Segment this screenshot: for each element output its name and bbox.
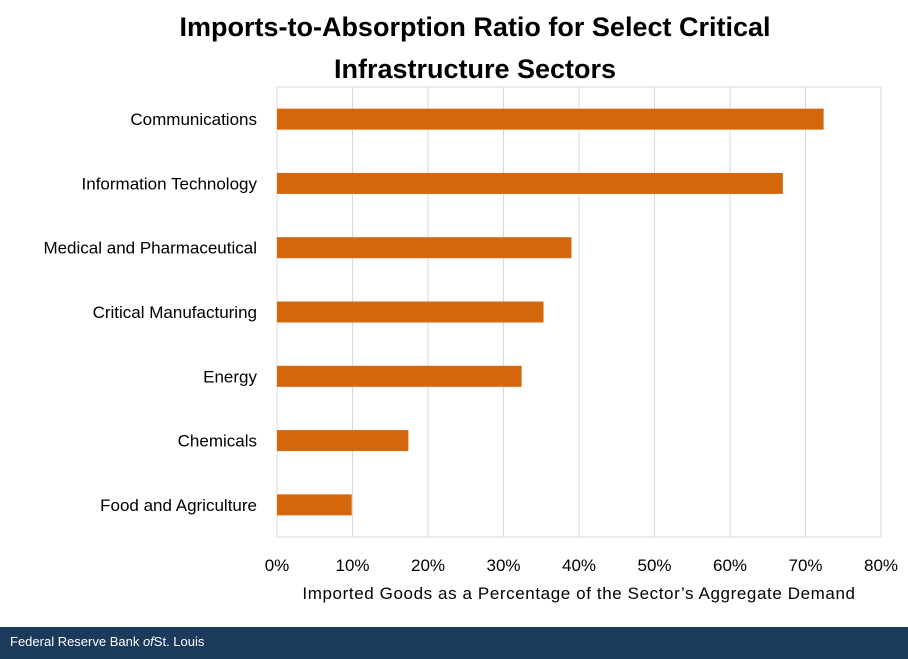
bar-chart: Communications Information Technology Medi… <box>43 86 898 603</box>
footer-bar: Federal Reserve Bank ofSt. Louis <box>0 627 908 659</box>
bar <box>277 108 824 130</box>
x-tick-label: 70% <box>788 556 822 575</box>
bar <box>277 430 409 452</box>
category-label: Communications <box>130 110 257 129</box>
x-tick-label: 30% <box>486 556 520 575</box>
category-label: Medical and Pharmaceutical <box>43 239 257 258</box>
chart-title-line-2: Infrastructure Sectors <box>333 54 617 84</box>
bar <box>277 494 352 516</box>
bar <box>277 301 544 323</box>
x-tick-label: 10% <box>335 556 369 575</box>
x-tick-label: 50% <box>637 556 671 575</box>
bar <box>277 365 522 387</box>
category-label: Energy <box>203 367 257 386</box>
x-tick-label: 80% <box>864 556 898 575</box>
bars <box>277 108 824 516</box>
bar <box>277 237 572 259</box>
category-label: Critical Manufacturing <box>93 303 257 322</box>
x-axis-label: Imported Goods as a Percentage of the Se… <box>302 584 855 603</box>
category-label: Food and Agriculture <box>100 496 257 515</box>
x-tick-labels: 0% 10% 20% 30% 40% 50% 60% 70% 80% <box>265 556 898 575</box>
category-label: Information Technology <box>82 174 258 193</box>
category-label: Chemicals <box>178 432 257 451</box>
x-tick-label: 0% <box>265 556 290 575</box>
bar <box>277 172 783 194</box>
chart-title-line-1: Imports-to-Absorption Ratio for Select C… <box>179 12 771 42</box>
category-labels: Communications Information Technology Medi… <box>43 110 257 515</box>
x-tick-label: 60% <box>713 556 747 575</box>
x-tick-label: 20% <box>411 556 445 575</box>
x-tick-label: 40% <box>562 556 596 575</box>
footer-text-of: of <box>142 634 154 649</box>
chart-title: Imports-to-Absorption Ratio for Select C… <box>80 6 870 90</box>
footer-text-after: St. Louis <box>153 634 205 649</box>
footer-text-before: Federal Reserve Bank <box>10 634 143 649</box>
